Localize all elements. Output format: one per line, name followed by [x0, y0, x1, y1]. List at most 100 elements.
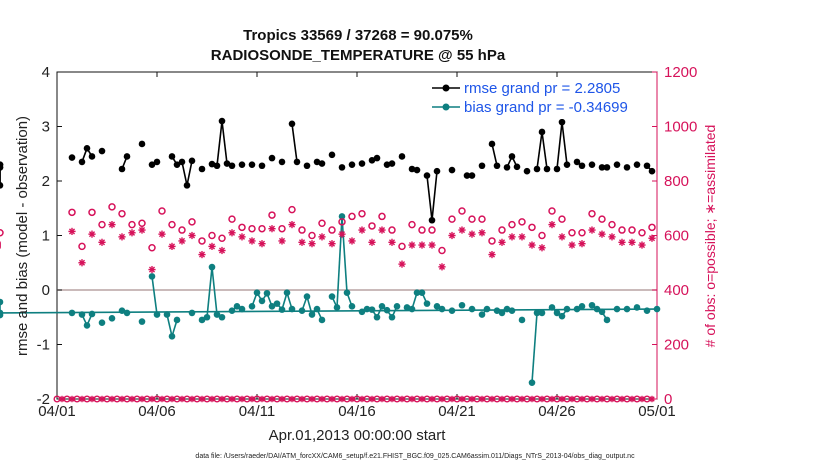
series-point — [553, 309, 561, 317]
assimilated-point — [348, 237, 356, 245]
series-segment — [336, 216, 343, 308]
asterisk-stroke — [99, 396, 105, 402]
series-point — [418, 289, 426, 297]
series-point — [123, 309, 131, 317]
asterisk-stroke — [138, 227, 146, 234]
possible-point — [568, 229, 576, 237]
series-point — [218, 313, 226, 321]
asterisk-stroke — [508, 233, 516, 240]
assimilated-point — [238, 233, 246, 241]
x-axis-label: Apr.01,2013 00:00:00 start — [269, 427, 447, 444]
legend-bias-marker — [442, 103, 450, 111]
possible-point — [268, 211, 276, 219]
assimilated-point — [648, 234, 656, 242]
possible-point — [478, 215, 486, 223]
series-point — [98, 319, 106, 327]
y-right-tick-label: 600 — [664, 228, 689, 245]
series-point — [623, 164, 631, 171]
possible-point — [128, 220, 136, 229]
asterisk-stroke — [149, 396, 155, 402]
asterisk-stroke — [419, 396, 425, 402]
assimilated-point — [298, 238, 306, 246]
asterisk-stroke — [438, 263, 446, 270]
asterisk-stroke — [378, 227, 386, 234]
series-point — [373, 313, 381, 321]
asterisk-stroke — [468, 231, 476, 238]
series-point — [448, 166, 456, 174]
asterisk-stroke — [208, 243, 216, 250]
asterisk-stroke — [179, 396, 185, 402]
series-point — [578, 162, 586, 170]
legend-rmse-marker — [442, 84, 450, 92]
series-point — [273, 300, 281, 307]
series-point — [283, 289, 291, 297]
assimilated-point — [648, 395, 656, 403]
asterisk-stroke — [368, 239, 376, 246]
asterisk-stroke — [328, 240, 336, 247]
series-point — [558, 118, 566, 126]
series-point — [328, 151, 336, 159]
possible-point — [528, 223, 536, 232]
y-right-tick-label: 800 — [664, 173, 689, 190]
assimilated-point — [508, 233, 516, 241]
series-segment — [426, 175, 433, 221]
assimilated-point — [468, 230, 476, 238]
series-point — [233, 303, 241, 310]
assimilated-point — [588, 226, 596, 234]
possible-point — [628, 226, 636, 234]
possible-point — [318, 219, 326, 227]
possible-point — [438, 246, 446, 255]
series-point — [68, 309, 76, 317]
possible-point — [458, 207, 466, 215]
asterisk-stroke — [228, 229, 236, 236]
x-tick-label: 04/21 — [438, 403, 476, 420]
y-tick-label: -1 — [37, 337, 50, 354]
series-point — [508, 307, 516, 315]
possible-point — [118, 209, 126, 218]
assimilated-point — [188, 231, 196, 240]
series-point — [188, 157, 196, 165]
asterisk-stroke — [478, 229, 486, 236]
assimilated-point — [58, 395, 66, 403]
series-point — [383, 161, 391, 168]
series-point — [533, 165, 541, 173]
asterisk-stroke — [408, 241, 416, 249]
series-segment — [151, 276, 158, 315]
assimilated-point — [278, 237, 286, 245]
asterisk-stroke — [79, 396, 85, 402]
assimilated-point — [388, 238, 396, 246]
asterisk-stroke — [629, 396, 635, 402]
asterisk-stroke — [308, 240, 316, 247]
assimilated-point — [328, 240, 336, 248]
series-point — [543, 165, 551, 173]
series-point — [238, 161, 246, 168]
asterisk-stroke — [409, 396, 415, 402]
assimilated-point — [638, 241, 646, 249]
asterisk-stroke — [89, 396, 95, 402]
x-tick-label: 04/06 — [138, 403, 176, 420]
series-point — [68, 154, 76, 161]
series-point — [268, 303, 276, 310]
series-point — [253, 289, 261, 297]
assimilated-point — [498, 238, 506, 246]
series-point — [468, 305, 476, 313]
series-segment — [181, 161, 188, 186]
series-point — [88, 310, 96, 318]
asterisk-stroke — [349, 396, 355, 402]
series-point — [423, 172, 431, 179]
x-tick-label: 05/01 — [638, 403, 676, 420]
series-point — [633, 304, 641, 311]
x-tick-label: 04/11 — [239, 403, 275, 420]
assimilated-point — [498, 395, 506, 403]
assimilated-point — [168, 395, 176, 403]
asterisk-stroke — [318, 233, 326, 240]
possible-point — [188, 218, 196, 226]
possible-point — [168, 220, 176, 229]
possible-point — [648, 223, 656, 232]
assimilated-point — [288, 221, 296, 229]
asterisk-stroke — [449, 396, 455, 402]
series-point — [293, 158, 301, 166]
asterisk-stroke — [398, 261, 406, 268]
possible-point — [308, 231, 316, 240]
possible-point — [638, 229, 646, 237]
